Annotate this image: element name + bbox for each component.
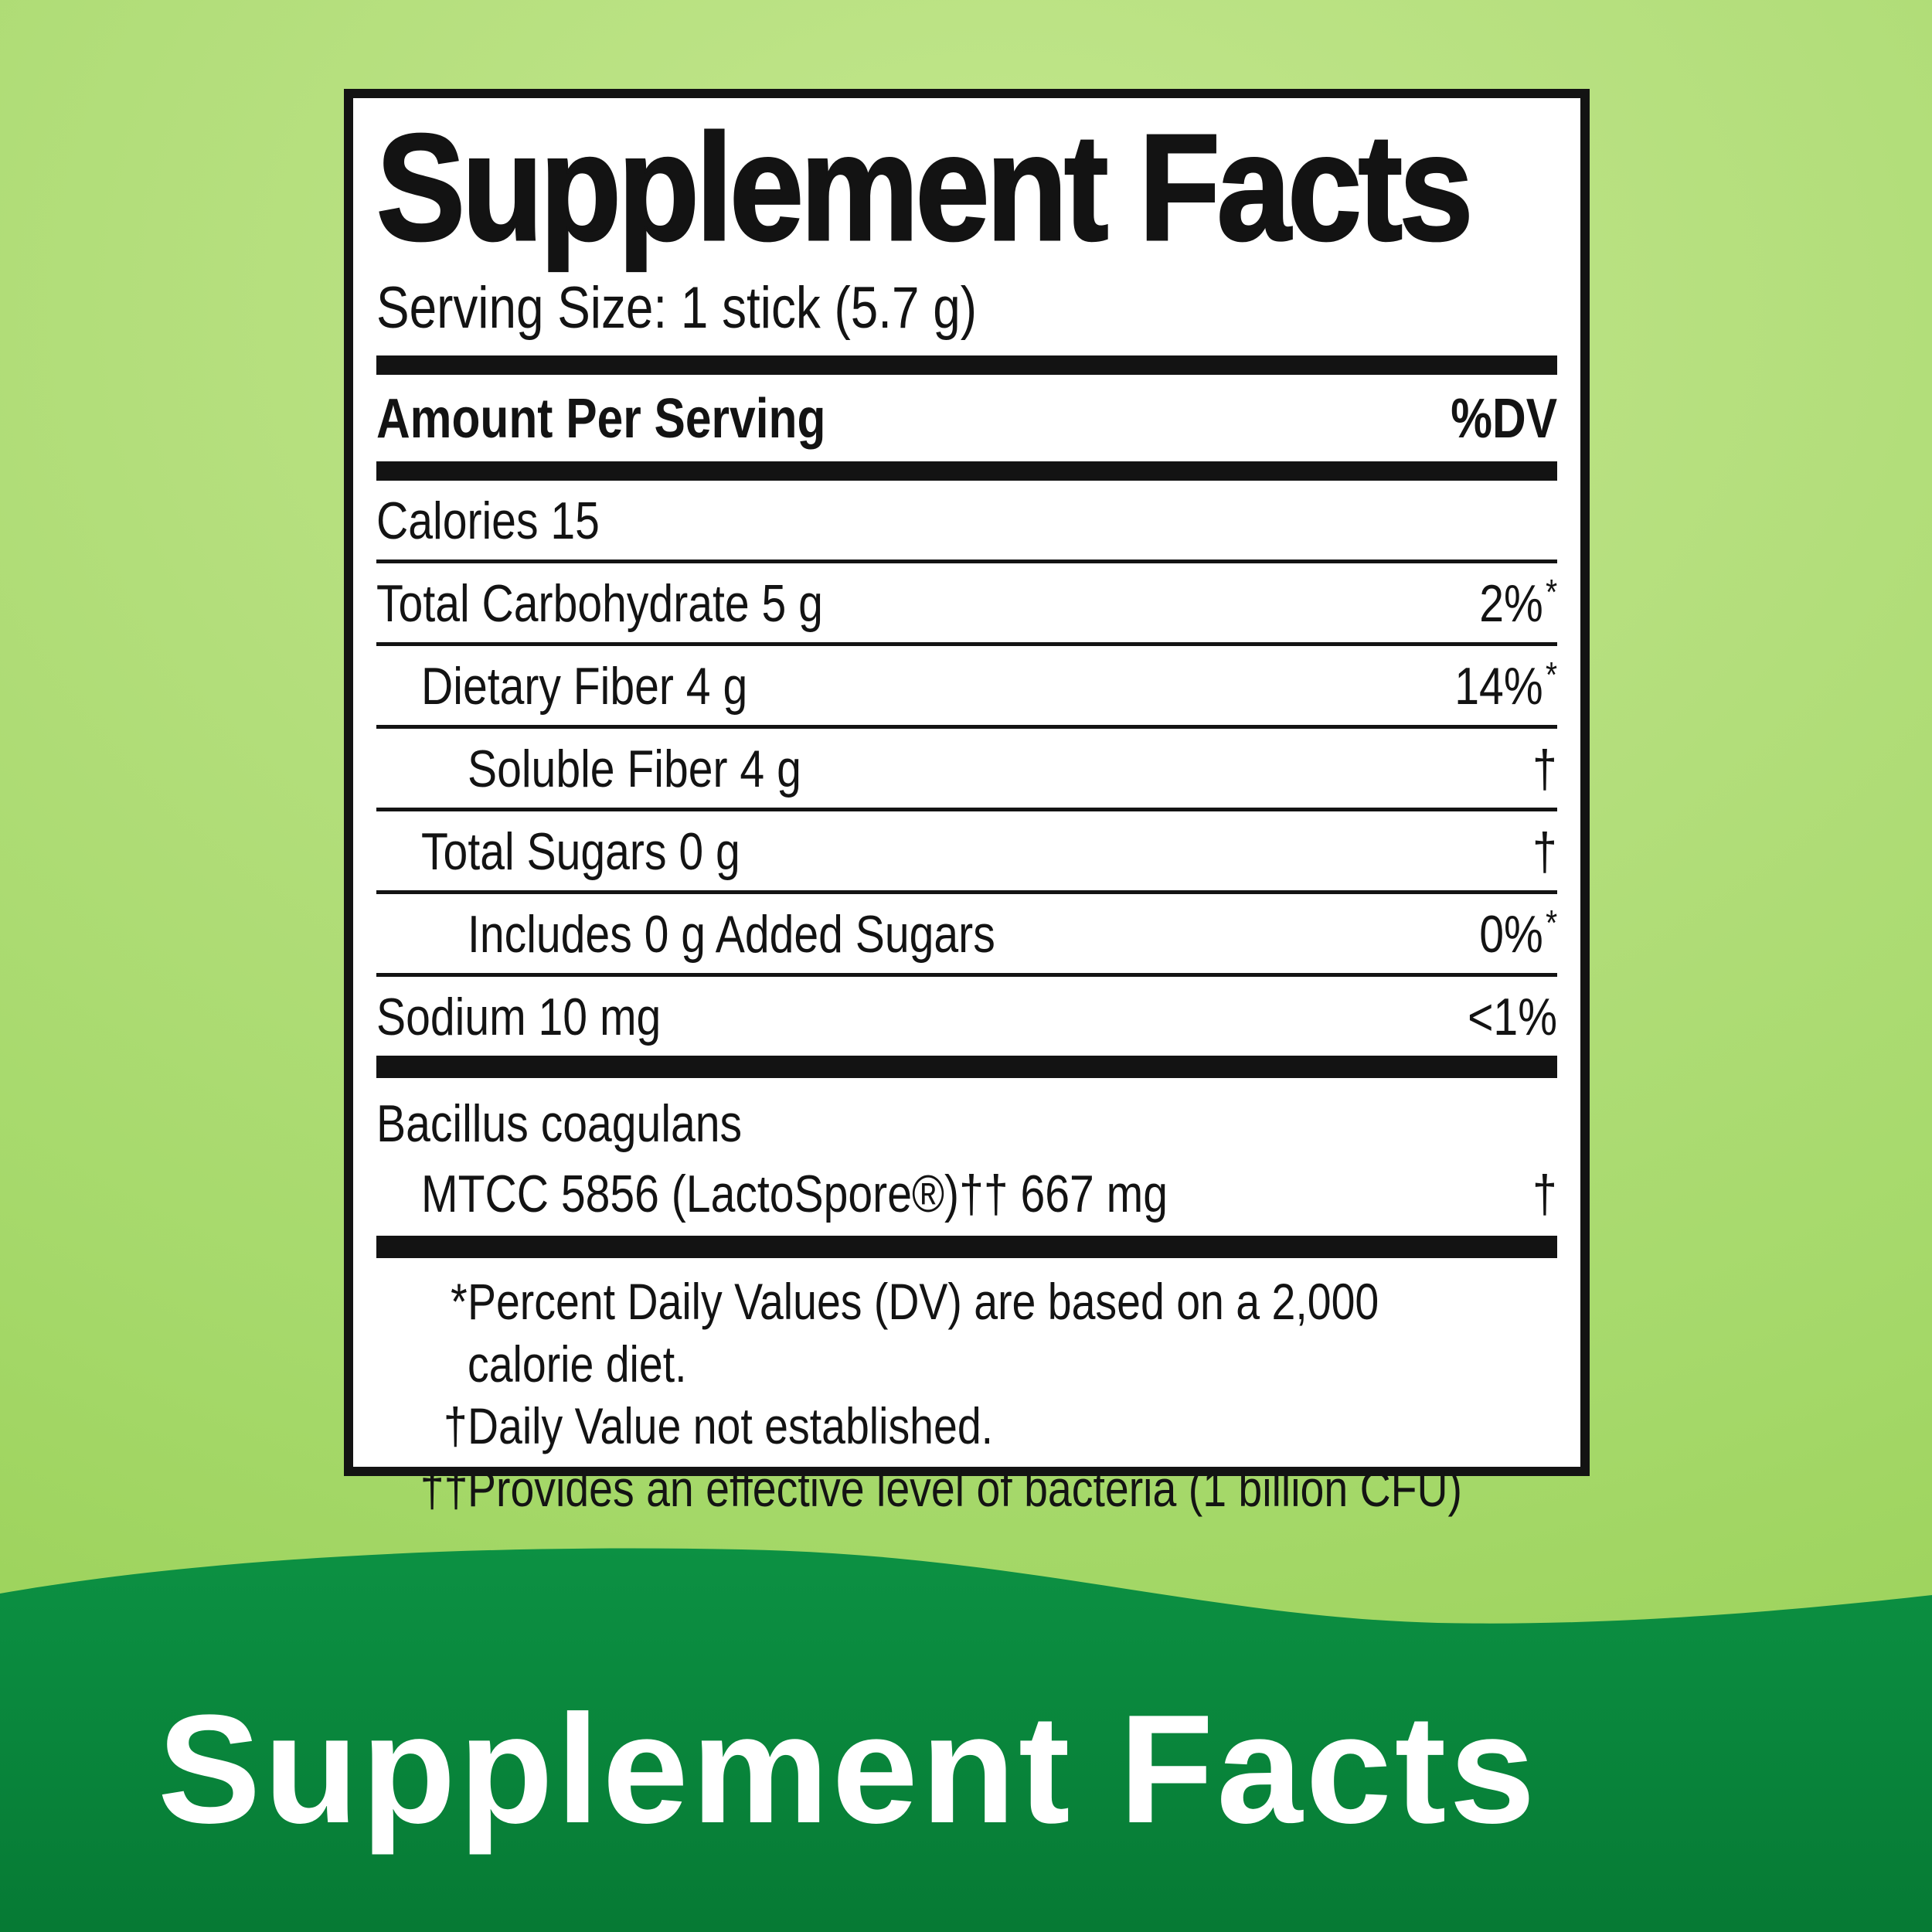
serving-size: Serving Size: 1 stick (5.7 g) xyxy=(376,274,978,341)
nutrient-dv-value: † xyxy=(1532,822,1557,882)
nutrient-row: Sodium 10 mg <1% xyxy=(376,977,1557,1056)
footnote-text: Percent Daily Values (DV) are based on a… xyxy=(468,1273,1379,1393)
amount-per-serving-header: Amount Per Serving xyxy=(376,388,826,451)
probiotic-strain-row: MTCC 5856 (LactoSpore®)†† 667 mg † xyxy=(376,1159,1557,1230)
nutrient-label: Dietary Fiber 4 g xyxy=(421,657,748,716)
nutrient-dv-value: <1% xyxy=(1468,988,1557,1047)
footnote-mark: †† xyxy=(420,1459,468,1517)
nutrient-row: Calories 15 xyxy=(376,481,1557,564)
nutrient-dv-value: 14%* xyxy=(1454,655,1557,716)
supplement-facts-panel: Supplement Facts Serving Size: 1 stick (… xyxy=(344,89,1590,1517)
footnote: †† Provides an effective level of bacter… xyxy=(376,1458,1557,1520)
panel-title: Supplement Facts xyxy=(376,103,1475,272)
footnote-mark: † xyxy=(444,1397,468,1455)
nutrient-row: Dietary Fiber 4 g 14%* xyxy=(376,646,1557,730)
banner-title: Supplement Facts xyxy=(158,1683,1539,1855)
footnotes: * Percent Daily Values (DV) are based on… xyxy=(376,1258,1557,1519)
percent-dv-header: %DV xyxy=(1451,388,1557,451)
green-wave-graphic xyxy=(0,1548,1932,1932)
nutrient-row: Includes 0 g Added Sugars 0%* xyxy=(376,894,1557,978)
footnote: † Daily Value not established. xyxy=(376,1395,1557,1458)
nutrient-dv-value: 0%* xyxy=(1479,903,1557,964)
nutrient-label: Sodium 10 mg xyxy=(376,988,662,1047)
nutrient-label: Soluble Fiber 4 g xyxy=(468,740,801,799)
nutrient-row: Soluble Fiber 4 g † xyxy=(376,729,1557,812)
divider-bar-probiotic xyxy=(376,1236,1557,1259)
footnote: * Percent Daily Values (DV) are based on… xyxy=(376,1270,1557,1395)
nutrient-row: Total Sugars 0 g † xyxy=(376,811,1557,895)
probiotic-strain: MTCC 5856 (LactoSpore®)†† 667 mg xyxy=(421,1165,1168,1224)
nutrient-rows: Calories 15 Total Carbohydrate 5 g 2%* D… xyxy=(376,481,1557,1056)
nutrient-label: Total Carbohydrate 5 g xyxy=(376,574,823,634)
probiotic-dv-value: † xyxy=(1532,1165,1557,1224)
footnote-mark: * xyxy=(451,1273,468,1331)
footnote-text: Provides an effective level of bacteria … xyxy=(468,1459,1463,1517)
nutrient-dv-value: 2%* xyxy=(1479,572,1557,634)
divider-bar-header xyxy=(376,461,1557,481)
column-header-row: Amount Per Serving %DV xyxy=(376,375,1557,461)
footnote-text: Daily Value not established. xyxy=(468,1397,994,1455)
probiotic-name: Bacillus coagulans xyxy=(376,1094,743,1154)
divider-bar-top xyxy=(376,355,1557,376)
nutrient-dv-value: † xyxy=(1532,740,1557,799)
nutrient-row: Total Carbohydrate 5 g 2%* xyxy=(376,563,1557,647)
nutrient-label: Calories 15 xyxy=(376,492,600,551)
nutrient-label: Includes 0 g Added Sugars xyxy=(468,905,995,964)
probiotic-entry: Bacillus coagulans MTCC 5856 (LactoSpore… xyxy=(376,1078,1557,1236)
divider-bar-sodium xyxy=(376,1056,1557,1079)
nutrient-label: Total Sugars 0 g xyxy=(421,822,740,882)
